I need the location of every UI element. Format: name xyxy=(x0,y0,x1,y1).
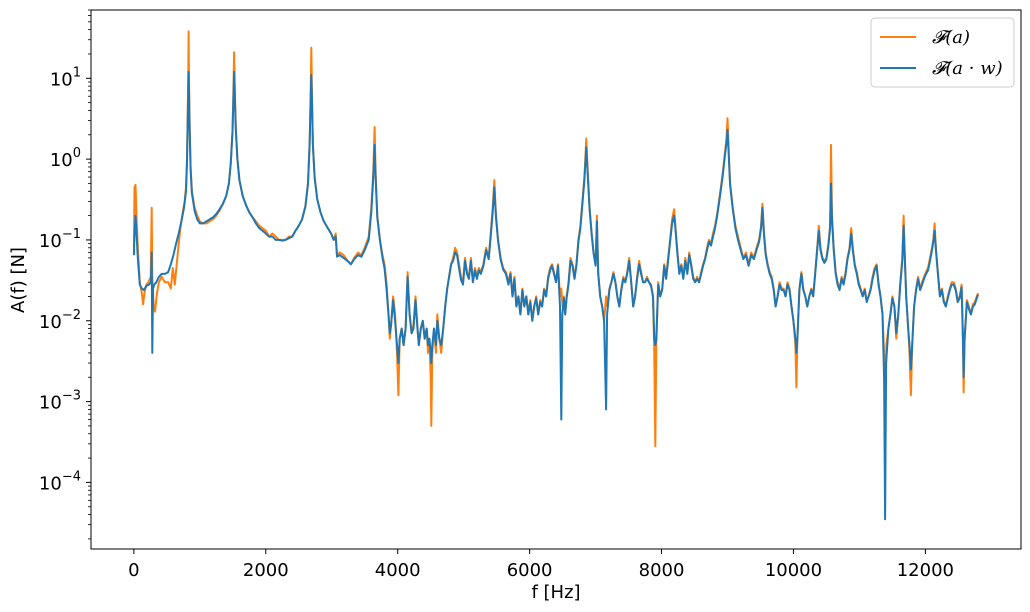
y-tick-label: 100 xyxy=(50,146,81,171)
x-tick-label: 4000 xyxy=(375,560,421,581)
series-line-1 xyxy=(132,70,980,521)
plot-frame xyxy=(90,9,1022,550)
x-axis: 0 2000 4000 6000 8000 10000 12000 xyxy=(128,549,954,581)
legend: 𝓕(a) 𝓕(a · w) xyxy=(870,17,1015,88)
x-tick-label: 10000 xyxy=(765,560,822,581)
x-axis-label: f [Hz] xyxy=(531,582,580,603)
y-tick-label: 10−3 xyxy=(39,389,81,414)
x-tick-label: 12000 xyxy=(897,560,954,581)
legend-box xyxy=(870,17,1015,88)
series-layer xyxy=(132,30,980,521)
legend-label-series-1: 𝓕(a · w) xyxy=(932,58,1003,79)
y-tick-label: 101 xyxy=(50,65,81,90)
x-tick-label: 2000 xyxy=(243,560,289,581)
x-tick-label: 8000 xyxy=(639,560,685,581)
y-tick-label: 10−1 xyxy=(39,227,81,252)
y-tick-label: 10−2 xyxy=(39,308,81,333)
y-axis-label: A(f) [N] xyxy=(8,247,29,313)
y-axis: 10−4 10−3 10−2 10−1 100 101 xyxy=(39,9,91,540)
legend-label-series-0: 𝓕(a) xyxy=(932,27,970,48)
x-tick-label: 0 xyxy=(128,560,139,581)
x-tick-label: 6000 xyxy=(507,560,553,581)
y-tick-label: 10−4 xyxy=(39,469,81,494)
